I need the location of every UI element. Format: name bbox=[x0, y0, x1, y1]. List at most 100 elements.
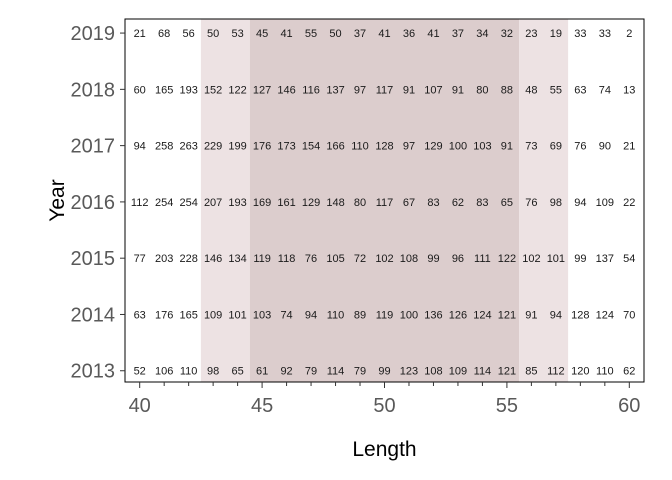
y-tick-label: 2014 bbox=[71, 304, 116, 326]
x-axis: 40 45 50 55 60 bbox=[129, 382, 640, 417]
cell-label: 83 bbox=[476, 197, 488, 209]
cell-label: 126 bbox=[449, 309, 467, 321]
cell-label: 165 bbox=[155, 84, 173, 96]
cell-label: 22 bbox=[623, 197, 635, 209]
cell-label: 128 bbox=[375, 141, 393, 153]
cell-label: 97 bbox=[403, 141, 415, 153]
cell-label: 109 bbox=[204, 309, 222, 321]
cell-label: 62 bbox=[452, 197, 464, 209]
cell-label: 103 bbox=[253, 309, 271, 321]
cell-label: 79 bbox=[354, 366, 366, 378]
cell-label: 124 bbox=[596, 309, 614, 321]
cell-label: 99 bbox=[378, 366, 390, 378]
cell-label: 91 bbox=[403, 84, 415, 96]
cell-label: 94 bbox=[550, 309, 562, 321]
cell-label: 33 bbox=[574, 28, 586, 40]
cell-label: 76 bbox=[525, 197, 537, 209]
cell-label: 258 bbox=[155, 141, 173, 153]
cell-label: 89 bbox=[354, 309, 366, 321]
cell-label: 122 bbox=[228, 84, 246, 96]
y-axis: 2013 2014 2015 2016 2017 2018 2019 bbox=[71, 23, 125, 383]
cell-label: 121 bbox=[498, 309, 516, 321]
cell-label: 41 bbox=[280, 28, 292, 40]
cell-label: 137 bbox=[326, 84, 344, 96]
cell-label: 55 bbox=[550, 84, 562, 96]
cell-label: 74 bbox=[599, 84, 611, 96]
x-tick-label: 45 bbox=[251, 395, 273, 417]
cell-label: 62 bbox=[623, 366, 635, 378]
cell-label: 76 bbox=[574, 141, 586, 153]
cell-label: 36 bbox=[403, 28, 415, 40]
cell-label: 48 bbox=[525, 84, 537, 96]
cell-label: 107 bbox=[424, 84, 442, 96]
cell-label: 119 bbox=[253, 253, 271, 265]
cell-label: 176 bbox=[155, 309, 173, 321]
cell-label: 34 bbox=[476, 28, 488, 40]
x-axis-title: Length bbox=[352, 438, 416, 461]
cell-label: 146 bbox=[204, 253, 222, 265]
cell-label: 207 bbox=[204, 197, 222, 209]
cell-label: 50 bbox=[329, 28, 341, 40]
cell-label: 108 bbox=[400, 253, 418, 265]
cell-label: 129 bbox=[302, 197, 320, 209]
cell-label: 98 bbox=[550, 197, 562, 209]
cell-label: 73 bbox=[525, 141, 537, 153]
cell-label: 101 bbox=[547, 253, 565, 265]
cell-label: 100 bbox=[449, 141, 467, 153]
cell-label: 101 bbox=[228, 309, 246, 321]
cell-label: 119 bbox=[376, 309, 394, 321]
cell-label: 23 bbox=[525, 28, 537, 40]
y-tick-label: 2019 bbox=[71, 23, 116, 45]
cell-label: 176 bbox=[253, 141, 271, 153]
cell-label: 112 bbox=[547, 366, 565, 378]
cell-label: 88 bbox=[501, 84, 513, 96]
cell-label: 37 bbox=[452, 28, 464, 40]
cell-label: 102 bbox=[375, 253, 393, 265]
cell-label: 102 bbox=[522, 253, 540, 265]
x-tick-label: 60 bbox=[618, 395, 640, 417]
cell-label: 13 bbox=[623, 84, 635, 96]
cell-label: 68 bbox=[158, 28, 170, 40]
cell-label: 79 bbox=[305, 366, 317, 378]
cell-label: 83 bbox=[427, 197, 439, 209]
cell-label: 94 bbox=[574, 197, 586, 209]
cell-label: 114 bbox=[327, 366, 345, 378]
shaded-bands bbox=[200, 19, 569, 382]
cell-label: 45 bbox=[256, 28, 268, 40]
cell-label: 96 bbox=[452, 253, 464, 265]
cell-label: 54 bbox=[623, 253, 635, 265]
cell-label: 21 bbox=[134, 28, 146, 40]
cell-labels: 21 68 56 50 53 45 41 55 50 37 41 36 41 37 34 32 23 19 33 33… bbox=[131, 28, 636, 378]
cell-label: 112 bbox=[131, 197, 149, 209]
cell-label: 65 bbox=[501, 197, 513, 209]
cell-label: 106 bbox=[155, 366, 173, 378]
cell-label: 254 bbox=[155, 197, 173, 209]
cell-label: 100 bbox=[400, 309, 418, 321]
cell-label: 105 bbox=[326, 253, 344, 265]
cell-label: 161 bbox=[277, 197, 295, 209]
cell-label: 152 bbox=[204, 84, 222, 96]
cell-label: 109 bbox=[449, 366, 467, 378]
y-tick-label: 2013 bbox=[71, 361, 116, 383]
cell-label: 94 bbox=[134, 141, 146, 153]
cell-label: 63 bbox=[134, 309, 146, 321]
cell-label: 91 bbox=[501, 141, 513, 153]
x-tick-label: 50 bbox=[373, 395, 395, 417]
cell-label: 229 bbox=[204, 141, 222, 153]
cell-label: 263 bbox=[179, 141, 197, 153]
cell-label: 63 bbox=[574, 84, 586, 96]
cell-label: 110 bbox=[180, 366, 198, 378]
cell-label: 117 bbox=[376, 197, 394, 209]
cell-label: 173 bbox=[277, 141, 295, 153]
cell-label: 77 bbox=[134, 253, 146, 265]
cell-label: 33 bbox=[599, 28, 611, 40]
shaded-band bbox=[249, 19, 520, 382]
cell-label: 97 bbox=[354, 84, 366, 96]
cell-label: 148 bbox=[326, 197, 344, 209]
cell-label: 166 bbox=[326, 141, 344, 153]
x-tick-label: 55 bbox=[496, 395, 518, 417]
cell-label: 56 bbox=[183, 28, 195, 40]
cell-label: 98 bbox=[207, 366, 219, 378]
cell-label: 72 bbox=[354, 253, 366, 265]
